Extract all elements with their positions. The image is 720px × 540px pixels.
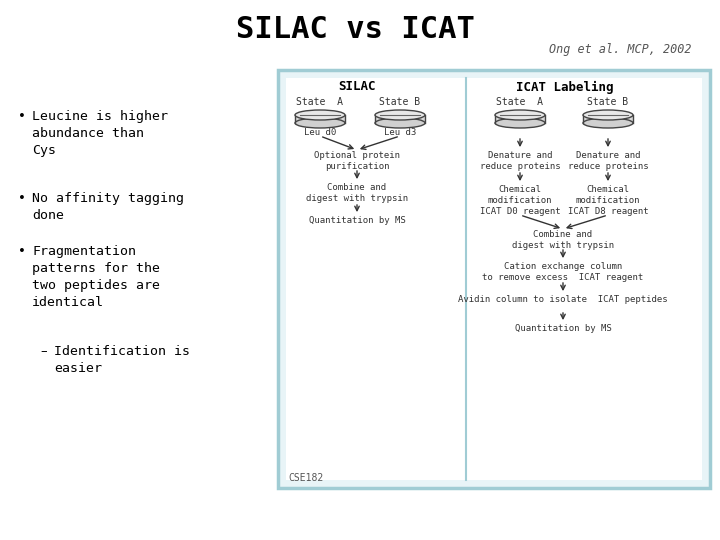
Ellipse shape <box>495 118 545 128</box>
Text: Leu d3: Leu d3 <box>384 128 416 137</box>
Text: Avidin column to isolate  ICAT peptides: Avidin column to isolate ICAT peptides <box>458 295 668 304</box>
Text: •: • <box>18 192 26 205</box>
Ellipse shape <box>495 110 545 120</box>
Text: State  A: State A <box>297 97 343 107</box>
Text: SILAC vs ICAT: SILAC vs ICAT <box>235 16 474 44</box>
Text: Leucine is higher
abundance than
Cys: Leucine is higher abundance than Cys <box>32 110 168 157</box>
Polygon shape <box>583 115 633 123</box>
Text: Chemical
modification
ICAT D0 reagent: Chemical modification ICAT D0 reagent <box>480 185 560 216</box>
Text: No affinity tagging
done: No affinity tagging done <box>32 192 184 222</box>
Text: Denature and
reduce proteins: Denature and reduce proteins <box>480 151 560 171</box>
Text: Quantitation by MS: Quantitation by MS <box>309 216 405 225</box>
Text: Combine and
digest with trypsin: Combine and digest with trypsin <box>512 230 614 250</box>
Polygon shape <box>295 115 345 123</box>
Text: Cation exchange column
to remove excess  ICAT reagent: Cation exchange column to remove excess … <box>482 262 644 282</box>
Ellipse shape <box>375 118 425 128</box>
Ellipse shape <box>295 110 345 120</box>
Text: •: • <box>18 245 26 258</box>
FancyBboxPatch shape <box>286 78 702 480</box>
Text: Optional protein
purification: Optional protein purification <box>314 151 400 171</box>
Polygon shape <box>495 115 545 123</box>
Text: Chemical
modification
ICAT D8 reagent: Chemical modification ICAT D8 reagent <box>567 185 648 216</box>
Text: Quantitation by MS: Quantitation by MS <box>515 324 611 333</box>
Text: Denature and
reduce proteins: Denature and reduce proteins <box>567 151 648 171</box>
Ellipse shape <box>295 118 345 128</box>
Text: Identification is
easier: Identification is easier <box>54 345 190 375</box>
Ellipse shape <box>583 118 633 128</box>
Text: State B: State B <box>379 97 420 107</box>
Text: State B: State B <box>588 97 629 107</box>
Text: Ong et al. MCP, 2002: Ong et al. MCP, 2002 <box>549 44 691 57</box>
Text: CSE182: CSE182 <box>288 473 323 483</box>
Text: Leu d0: Leu d0 <box>304 128 336 137</box>
Ellipse shape <box>583 110 633 120</box>
Text: State  A: State A <box>497 97 544 107</box>
Text: SILAC: SILAC <box>338 80 376 93</box>
Text: –: – <box>40 345 47 358</box>
Ellipse shape <box>375 110 425 120</box>
Text: Combine and
digest with trypsin: Combine and digest with trypsin <box>306 183 408 203</box>
Text: ICAT Labeling: ICAT Labeling <box>516 80 613 93</box>
FancyBboxPatch shape <box>278 70 710 488</box>
Text: Fragmentation
patterns for the
two peptides are
identical: Fragmentation patterns for the two pepti… <box>32 245 160 309</box>
Text: •: • <box>18 110 26 123</box>
Polygon shape <box>375 115 425 123</box>
